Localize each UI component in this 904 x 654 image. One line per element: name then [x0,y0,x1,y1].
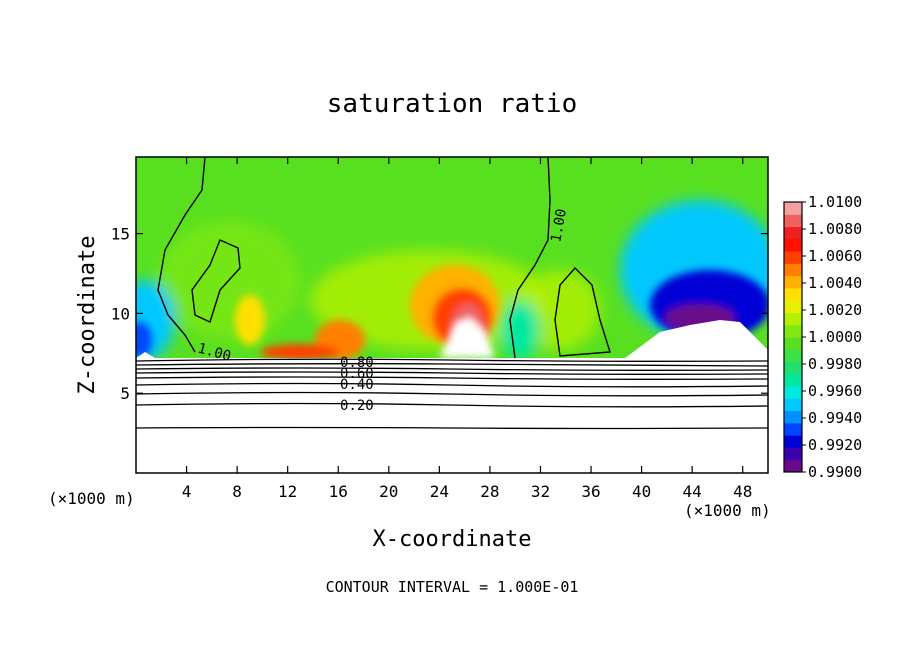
x-tick-label: 16 [329,482,348,501]
contour-label: 0.20 [340,398,374,414]
colorbar-swatch [784,300,802,313]
field-patch [500,300,540,360]
contour-label: 1.00 [548,208,570,244]
x-tick-label: 40 [632,482,651,501]
colorbar-tick-label: 0.9940 [808,409,862,427]
x-tick-label: 48 [733,482,752,501]
contour-line [136,363,768,367]
x-axis-label: X-coordinate [373,527,532,552]
x-tick-label: 20 [379,482,398,501]
x-tick-label: 36 [581,482,600,501]
contour-line [157,157,206,353]
field-patch [235,295,265,345]
x-unit-label-right: (×1000 m) [684,501,771,520]
colorbar-swatch [784,361,802,375]
y-tick-label: 5 [120,384,130,403]
colorbar-swatch [784,337,802,350]
colorbar-tick-label: 1.0080 [808,220,862,238]
field-patch [260,344,340,360]
x-axis-ticks: 4 8 12 16 20 24 28 32 36 40 44 48 [182,157,752,501]
chart-title: saturation ratio [327,89,577,119]
contour-line [136,402,768,408]
colorbar-swatch [784,447,802,461]
colorbar-swatch [784,398,802,412]
y-axis-label: Z-coordinate [75,236,100,395]
x-tick-label: 44 [683,482,702,501]
colorbar-swatch [784,214,802,228]
colorbar-tick-label: 0.9960 [808,382,862,400]
plot-area [136,157,768,473]
contour-line [136,426,768,430]
colorbar-swatch [784,226,802,240]
contour-line [136,371,768,375]
x-unit-label: (×1000 m) [48,489,135,508]
colorbar-swatch [784,373,802,387]
saturation-color-field [136,157,768,360]
contour-line [554,266,611,357]
colorbar-swatch [784,435,802,448]
colorbar-swatch [784,459,802,473]
contour-line [136,367,768,371]
y-axis-ticks: 5 10 15 [111,225,768,403]
colorbar: 1.0100 1.0080 1.0060 1.0040 1.0020 1.0000 0.99… [783,193,862,481]
y-tick-label: 10 [111,304,130,323]
contour-label: 0.60 [340,366,374,382]
colorbar-tick-label: 0.9980 [808,355,862,373]
field-patch [136,322,152,358]
contour-line [509,157,551,359]
x-tick-label: 32 [531,482,550,501]
field-pocket-white [440,316,495,358]
x-tick-label: 8 [232,482,242,501]
colorbar-tick-label: 0.9900 [808,463,862,481]
colorbar-swatch [784,202,802,215]
x-tick-label: 24 [430,482,449,501]
contour-line [136,391,768,397]
contour-label: 0.80 [340,355,374,371]
contour-label: 0.40 [340,377,374,393]
colorbar-tick-label: 0.9920 [808,436,862,454]
colorbar-tick-label: 1.0000 [808,328,862,346]
colorbar-tick-label: 1.0100 [808,193,862,211]
upper-contour-lines [157,157,611,359]
colorbar-swatch [784,349,802,363]
contour-line [191,239,241,323]
x-tick-label: 12 [278,482,297,501]
colorbar-tick-label: 1.0060 [808,247,862,265]
field-pocket-white [136,352,155,358]
colorbar-tick-label: 1.0040 [808,274,862,292]
colorbar-swatch [784,251,802,264]
contour-line [136,358,768,362]
lower-layer [136,358,768,473]
colorbar-swatch [784,238,802,252]
colorbar-swatch [784,287,802,301]
colorbar-swatch [784,386,802,399]
contour-interval-note: CONTOUR INTERVAL = 1.000E-01 [326,578,579,596]
lower-contour-lines [136,358,768,430]
contour-line [136,382,768,388]
colorbar-swatch [784,410,802,424]
y-tick-label: 15 [111,225,130,244]
colorbar-swatch [784,275,802,289]
x-tick-label: 28 [480,482,499,501]
contour-line [136,376,768,380]
colorbar-swatch [784,263,802,277]
x-tick-label: 4 [182,482,192,501]
plot-frame [135,156,769,474]
colorbar-swatch [784,312,802,326]
colorbar-swatch [784,422,802,436]
colorbar-swatch [784,324,802,338]
field-pocket-white [625,320,768,358]
colorbar-tick-label: 1.0020 [808,301,862,319]
